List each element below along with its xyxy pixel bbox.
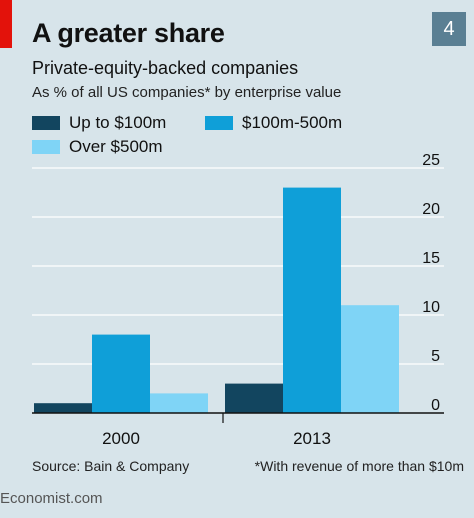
x-tick-label: 2000 xyxy=(102,429,140,448)
y-tick-label: 20 xyxy=(422,201,440,218)
chart-title: A greater share xyxy=(32,18,225,48)
legend-label-over-500m: Over $500m xyxy=(69,137,163,156)
brand-label: Economist.com xyxy=(0,490,103,507)
legend-item-over-500m: Over $500m xyxy=(32,137,163,157)
legend-label-up-to-100m: Up to $100m xyxy=(69,113,167,132)
y-tick-label: 25 xyxy=(422,152,440,169)
legend-item-100m-500m: $100m-500m xyxy=(205,113,342,133)
bar-2000-2 xyxy=(150,393,208,413)
y-tick-label: 15 xyxy=(422,250,440,267)
bar-2013-2 xyxy=(341,305,399,413)
bar-2000-1 xyxy=(92,334,150,413)
source-note: Source: Bain & Company xyxy=(32,458,190,474)
bar-2013-0 xyxy=(225,383,283,413)
legend-swatch-over-500m xyxy=(32,140,60,154)
bar-2013-1 xyxy=(283,187,341,413)
x-tick-label: 2013 xyxy=(293,429,331,448)
footnote: *With revenue of more than $10m xyxy=(254,458,464,474)
legend-label-100m-500m: $100m-500m xyxy=(242,113,343,132)
y-tick-label: 5 xyxy=(431,348,440,365)
bar-2000-0 xyxy=(34,403,92,413)
chart-subtitle: Private-equity-backed companies xyxy=(32,58,299,78)
y-tick-label: 0 xyxy=(431,397,440,414)
y-tick-label: 10 xyxy=(422,299,440,316)
legend-swatch-up-to-100m xyxy=(32,116,60,130)
legend-item-up-to-100m: Up to $100m xyxy=(32,113,166,133)
chart-number-badge: 4 xyxy=(432,12,466,46)
red-accent-tab xyxy=(0,0,12,48)
chart-unit-subtitle: As % of all US companies* by enterprise … xyxy=(32,84,342,101)
legend-swatch-100m-500m xyxy=(205,116,233,130)
